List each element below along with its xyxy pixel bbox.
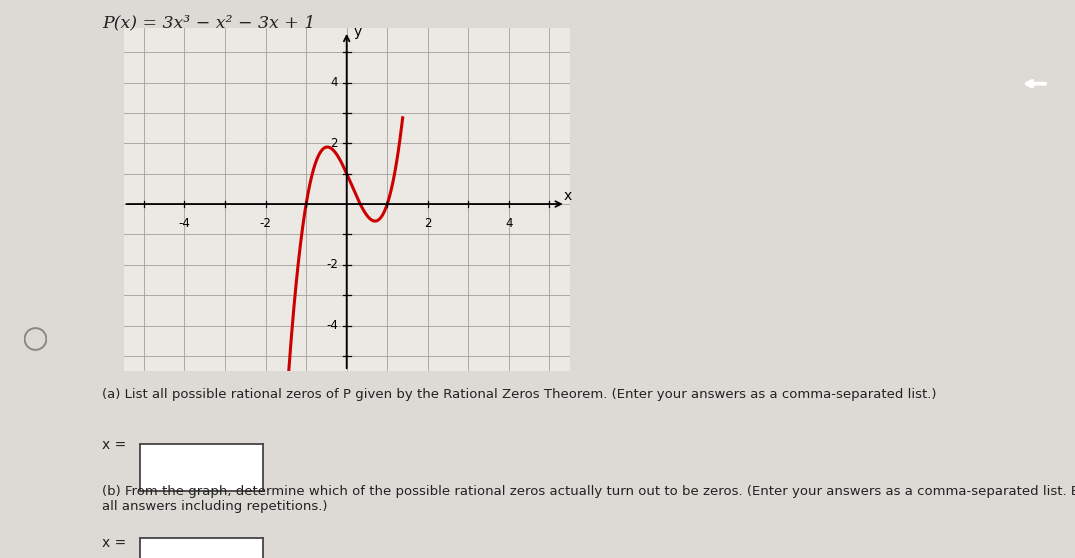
Text: -4: -4 — [178, 217, 190, 230]
Text: (a) List all possible rational zeros of P given by the Rational Zeros Theorem. (: (a) List all possible rational zeros of … — [102, 388, 936, 401]
Text: -2: -2 — [326, 258, 338, 271]
Text: 2: 2 — [424, 217, 431, 230]
Text: (b) From the graph, determine which of the possible rational zeros actually turn: (b) From the graph, determine which of t… — [102, 485, 1075, 513]
Text: P(x) = 3x³ − x² − 3x + 1: P(x) = 3x³ − x² − 3x + 1 — [102, 14, 315, 31]
Text: 4: 4 — [505, 217, 513, 230]
Text: x =: x = — [102, 536, 127, 550]
Text: -4: -4 — [326, 319, 338, 332]
Text: 4: 4 — [330, 76, 338, 89]
Text: x: x — [563, 189, 572, 203]
Text: 2: 2 — [330, 137, 338, 150]
Text: x =: x = — [102, 438, 127, 452]
Text: y: y — [354, 26, 362, 40]
Text: -2: -2 — [260, 217, 272, 230]
